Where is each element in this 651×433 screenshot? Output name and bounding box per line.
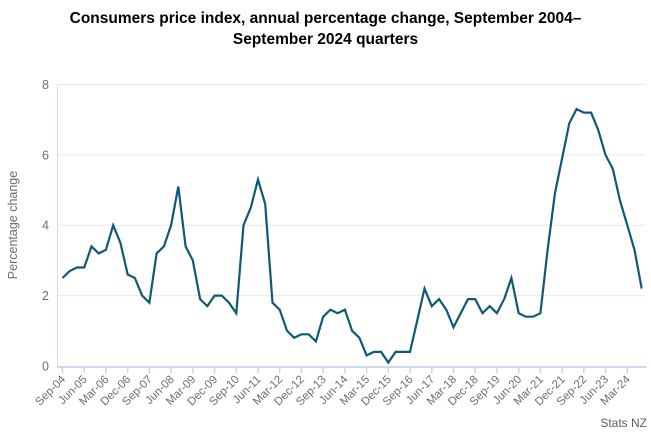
y-tick-label: 8 xyxy=(42,78,49,92)
y-axis-title: Percentage change xyxy=(6,171,20,279)
cpi-line-series xyxy=(61,107,643,365)
y-tick-label: 2 xyxy=(42,289,49,303)
x-axis-tick-labels: Sep-04Jun-05Mar-06Dec-06Sep-07Jun-08Mar-… xyxy=(33,373,633,408)
gridlines xyxy=(58,84,645,297)
chart-title: Consumers price index, annual percentage… xyxy=(69,10,582,48)
axes xyxy=(56,84,647,374)
y-tick-label: 0 xyxy=(42,360,49,374)
y-axis-tick-labels: 0 2 4 6 8 xyxy=(42,78,49,374)
y-tick-label: 6 xyxy=(42,148,49,162)
y-tick-label: 4 xyxy=(42,219,49,233)
source-attribution: Stats NZ xyxy=(600,416,647,430)
